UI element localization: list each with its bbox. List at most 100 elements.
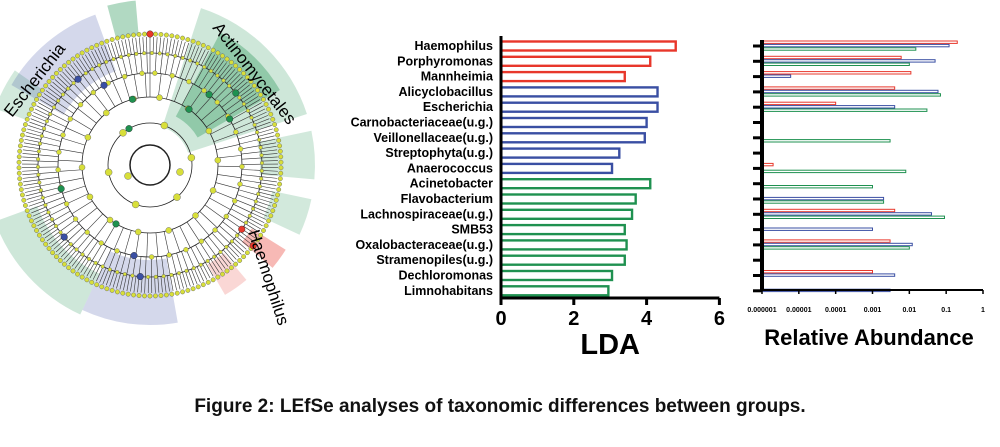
cladogram-node xyxy=(77,102,84,108)
rel-bar xyxy=(761,108,928,112)
cladogram-node xyxy=(176,168,184,176)
cladogram-node xyxy=(139,70,145,76)
cladogram-branch xyxy=(260,179,277,183)
cladogram-node xyxy=(93,260,98,265)
cladogram-branch xyxy=(128,38,132,55)
cladogram-branch xyxy=(60,245,73,258)
rel-x-tick-label: 0.1 xyxy=(941,307,951,314)
cladogram-node xyxy=(149,51,154,56)
cladogram-clade-green xyxy=(107,0,139,40)
cladogram-branch xyxy=(217,174,242,179)
cladogram-branch xyxy=(49,206,69,216)
cladogram-branch xyxy=(57,76,70,88)
cladogram-branch xyxy=(140,53,143,74)
cladogram-clade-blue xyxy=(82,251,178,325)
cladogram-branch xyxy=(40,142,60,147)
cladogram-node-significant xyxy=(146,30,154,38)
cladogram-branch xyxy=(230,76,243,88)
cladogram-branch xyxy=(132,255,137,276)
rel-bar xyxy=(761,89,939,94)
cladogram-branch xyxy=(246,99,261,108)
cladogram-node xyxy=(17,148,23,154)
cladogram-node xyxy=(187,154,196,162)
cladogram-node xyxy=(83,71,88,76)
cladogram-branch xyxy=(23,146,40,149)
cladogram-branch xyxy=(176,273,181,290)
cladogram-node xyxy=(54,223,59,228)
lda-category-label: Streptophyta(u.g.) xyxy=(385,146,493,160)
cladogram-branch xyxy=(47,201,66,211)
cladogram-node xyxy=(277,176,283,182)
cladogram-node xyxy=(244,250,250,256)
cladogram-node xyxy=(119,129,127,137)
cladogram-node xyxy=(169,73,175,79)
cladogram-node-significant xyxy=(125,125,133,133)
cladogram-node xyxy=(272,122,277,127)
cladogram-branch xyxy=(113,227,124,250)
cladogram-node xyxy=(158,293,164,298)
cladogram-branch xyxy=(179,225,191,248)
cladogram-node xyxy=(156,94,163,101)
cladogram-branch xyxy=(212,190,236,200)
cladogram-node xyxy=(214,99,220,105)
cladogram-branch xyxy=(228,73,241,86)
cladogram-node xyxy=(228,265,234,271)
cladogram-branch xyxy=(194,66,205,85)
cladogram-branch xyxy=(43,130,63,137)
cladogram-branch xyxy=(230,110,248,121)
cladogram-node xyxy=(228,59,234,65)
cladogram-branch xyxy=(44,196,64,205)
cladogram-branch xyxy=(58,243,71,255)
cladogram-node xyxy=(21,197,27,203)
cladogram-branch xyxy=(41,96,56,106)
rel-bar xyxy=(761,93,941,97)
cladogram-branch xyxy=(232,115,251,125)
cladogram-node xyxy=(79,50,85,56)
rel-bar xyxy=(761,139,891,143)
cladogram-branch xyxy=(155,232,159,257)
cladogram-branch xyxy=(222,221,239,235)
cladogram-branch xyxy=(234,238,247,250)
cladogram-node xyxy=(192,212,199,219)
cladogram-node xyxy=(58,230,63,235)
cladogram-branch xyxy=(122,76,131,101)
cladogram-node xyxy=(249,115,254,120)
cladogram-branch xyxy=(258,135,275,140)
cladogram-branch xyxy=(22,156,39,159)
cladogram-node xyxy=(56,149,62,155)
cladogram-branch xyxy=(210,81,225,97)
cladogram-branch xyxy=(53,107,72,119)
cladogram-branch xyxy=(229,243,242,255)
cladogram-branch xyxy=(227,245,240,258)
cladogram-branch xyxy=(171,229,181,253)
cladogram-node xyxy=(277,143,282,149)
cladogram-branch xyxy=(186,44,193,60)
lda-bar xyxy=(499,116,648,129)
lda-category-label: Veillonellaceae(u.g.) xyxy=(374,131,494,145)
cladogram-node xyxy=(258,145,263,150)
cladogram-node xyxy=(64,201,70,207)
cladogram-node xyxy=(233,63,238,69)
cladogram-branch xyxy=(102,248,112,267)
cladogram-branch xyxy=(94,219,110,239)
cladogram-node xyxy=(237,181,243,187)
cladogram-branch xyxy=(46,231,61,242)
cladogram-branch xyxy=(31,206,47,214)
cladogram-branch xyxy=(260,142,277,146)
cladogram-branch xyxy=(42,226,57,236)
cladogram-branch xyxy=(210,258,220,273)
cladogram-branch xyxy=(138,37,141,54)
cladogram-branch xyxy=(38,171,59,174)
cladogram-branch xyxy=(184,61,193,81)
cladogram-branch xyxy=(166,275,170,292)
cladogram-node xyxy=(270,116,276,122)
cladogram-branch xyxy=(33,111,49,120)
cladogram-branch xyxy=(247,102,262,111)
cladogram-node xyxy=(90,89,96,96)
cladogram-node xyxy=(202,65,207,70)
cladogram-branch xyxy=(243,226,258,236)
cladogram-branch xyxy=(44,228,59,239)
cladogram-node xyxy=(104,286,110,292)
cladogram-branch xyxy=(261,173,278,176)
lda-bar xyxy=(499,177,652,190)
